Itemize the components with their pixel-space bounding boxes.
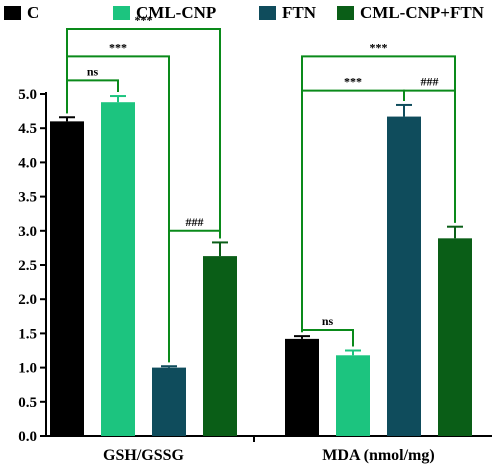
significance-label: ns [87,64,99,78]
y-tick-label: 2.5 [18,258,37,274]
significance-label: ns [322,314,334,328]
legend-item-cml-cnp-ftn: CML-CNP+FTN [337,2,484,24]
legend-swatch-cml-cnp [113,6,130,20]
bar [101,102,135,436]
y-tick-label: 3.0 [18,224,37,240]
y-tick-label: 1.0 [18,361,37,377]
bar [152,367,186,436]
y-tick-label: 0.5 [18,395,37,411]
y-tick-label: 4.0 [18,155,37,171]
significance-label: *** [109,40,127,54]
y-tick-label: 1.5 [18,326,37,342]
legend-label-cml-cnp: CML-CNP [136,3,217,22]
significance-label: *** [370,40,388,54]
legend-swatch-ftn [259,6,276,20]
legend-swatch-c [4,6,21,20]
significance-label: ### [186,215,204,229]
bar [438,238,472,436]
y-tick-label: 4.5 [18,121,37,137]
significance-bracket [168,229,221,363]
y-tick-label: 2.0 [18,292,37,308]
y-tick-label: 5.0 [18,87,37,103]
y-tick-label: 3.5 [18,190,37,206]
legend-label-c: C [27,3,40,22]
significance-bracket [403,89,456,223]
legend-item-c: C [4,2,39,24]
significance-label: *** [344,75,362,89]
bar [285,338,319,436]
x-category-label: MDA (nmol/mg) [322,447,434,464]
legend: C CML-CNP FTN CML-CNP+FTN [0,0,498,28]
legend-item-ftn: FTN [259,2,316,24]
legend-label-ftn: FTN [282,3,316,22]
x-category-label: GSH/GSSG [103,447,184,464]
legend-label-cml-cnp-ftn: CML-CNP+FTN [360,3,484,22]
significance-bracket [301,55,456,333]
y-tick-label: 0.0 [18,429,37,445]
significance-label: ### [421,75,439,89]
bar [336,355,370,436]
significance-label: *** [135,13,153,27]
significance-bracket [66,28,221,239]
bar [50,121,84,437]
legend-swatch-cml-cnp-ftn [337,6,354,20]
legend-item-cml-cnp: CML-CNP [113,2,216,24]
bar [387,116,421,437]
bar [203,256,237,436]
